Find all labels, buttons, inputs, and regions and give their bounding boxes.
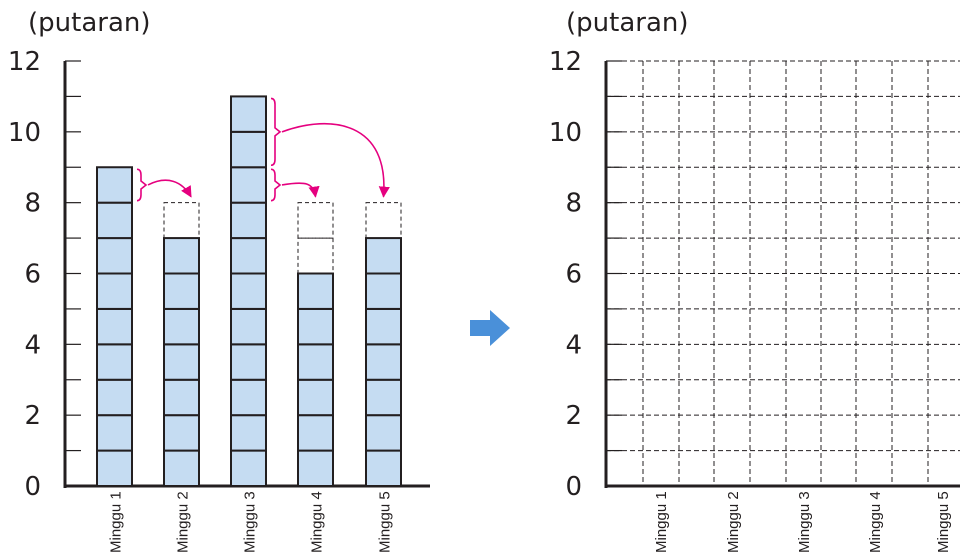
- bar-unit-block: [163, 414, 200, 452]
- bar-unit-block: [230, 307, 267, 346]
- bar-unit-block: [163, 272, 200, 310]
- y-tick-label: 6: [565, 260, 582, 290]
- bar-target-dashed-block: [297, 237, 334, 274]
- bar-unit-block: [365, 449, 402, 488]
- bar-unit-block: [96, 449, 133, 488]
- bar-unit-block: [297, 272, 334, 310]
- bar-unit-block: [96, 343, 133, 381]
- bar-target-dashed-block: [297, 202, 334, 239]
- y-axis-unit-label-left: (putaran): [28, 8, 151, 38]
- bar-unit-block: [230, 343, 267, 381]
- bar-unit-block: [96, 166, 133, 204]
- bar-unit-block: [365, 307, 402, 346]
- bar-unit-block: [230, 95, 267, 133]
- y-tick-label: 6: [24, 260, 41, 290]
- bar-target-dashed-block: [163, 202, 200, 239]
- x-category-label: Minggu 2: [175, 491, 192, 553]
- y-tick-label: 2: [565, 401, 582, 431]
- bar-unit-block: [96, 378, 133, 417]
- bar-unit-block: [230, 201, 267, 240]
- brace-minggu1: [136, 168, 148, 202]
- y-tick-label: 2: [24, 401, 41, 431]
- bar-unit-block: [297, 378, 334, 417]
- y-tick-label: 12: [549, 47, 582, 77]
- y-tick-label: 8: [24, 189, 41, 219]
- y-tick-label: 10: [549, 118, 582, 148]
- y-tick-label: 4: [24, 330, 41, 360]
- bar-unit-block: [230, 166, 267, 204]
- x-category-label: Minggu 4: [867, 491, 884, 553]
- brace-minggu3-lower: [270, 168, 282, 202]
- y-tick-label: 0: [24, 472, 41, 502]
- bar-unit-block: [163, 343, 200, 381]
- y-tick-label: 8: [565, 189, 582, 219]
- y-tick-label: 4: [565, 330, 582, 360]
- bar-unit-block: [297, 449, 334, 488]
- bar-unit-block: [163, 237, 200, 275]
- bar-unit-block: [230, 272, 267, 310]
- bar-unit-block: [96, 237, 133, 275]
- bar-unit-block: [163, 378, 200, 417]
- right-empty-grid-chart: 0 2 4 6 8 10 12 Minggu 1 Minggu 2 Minggu 3 Minggu …: [549, 47, 960, 553]
- bar-unit-block: [297, 307, 334, 346]
- brace-minggu3-upper: [270, 97, 282, 167]
- bar-unit-block: [96, 272, 133, 310]
- bar-unit-block: [297, 414, 334, 452]
- bar-target-dashed-block: [365, 202, 402, 239]
- left-bar-chart: 0 2 4 6 8 10 12 Minggu 1 Minggu 2 Minggu 3 Minggu …: [8, 47, 430, 553]
- y-tick-label: 0: [565, 472, 582, 502]
- bar-unit-block: [230, 449, 267, 488]
- bar-unit-block: [230, 130, 267, 169]
- bar-unit-block: [163, 449, 200, 488]
- bar-unit-block: [365, 237, 402, 275]
- x-category-label: Minggu 2: [725, 491, 742, 553]
- bar-unit-block: [230, 237, 267, 275]
- bar-unit-block: [230, 414, 267, 452]
- x-category-label: Minggu 1: [653, 491, 670, 553]
- x-category-label: Minggu 3: [796, 491, 813, 553]
- right-arrow-icon: [470, 310, 510, 346]
- x-category-label: Minggu 3: [242, 491, 259, 553]
- move-arrow-minggu1-to-minggu2: [147, 179, 192, 198]
- x-category-label: Minggu 5: [377, 491, 394, 553]
- y-tick-label: 10: [8, 118, 41, 148]
- bar-unit-block: [96, 414, 133, 452]
- bar-unit-block: [96, 307, 133, 346]
- bar-unit-block: [365, 272, 402, 310]
- y-axis-unit-label-right: (putaran): [566, 8, 689, 38]
- x-category-label: Minggu 5: [935, 491, 952, 553]
- bar-unit-block: [297, 343, 334, 381]
- bar-unit-block: [230, 378, 267, 417]
- x-category-label: Minggu 4: [309, 491, 326, 553]
- bar-unit-block: [365, 378, 402, 417]
- bar-unit-block: [96, 201, 133, 240]
- bar-unit-block: [365, 414, 402, 452]
- x-category-label: Minggu 1: [108, 491, 125, 553]
- move-arrow-minggu3-to-minggu5: [281, 122, 390, 198]
- y-tick-label: 12: [8, 47, 41, 77]
- move-arrow-minggu3-to-minggu4: [281, 182, 320, 198]
- bar-unit-block: [163, 307, 200, 346]
- bar-unit-block: [365, 343, 402, 381]
